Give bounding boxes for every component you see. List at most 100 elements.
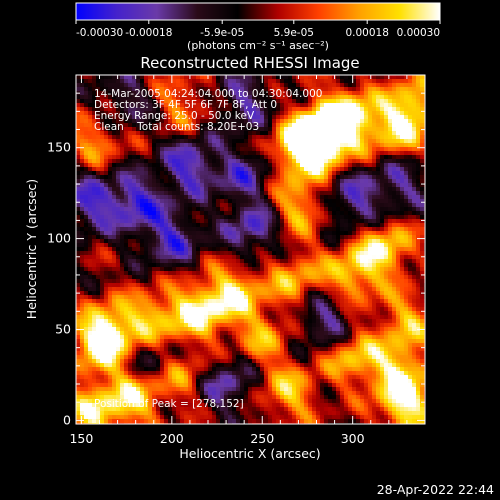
heatmap-cell (248, 207, 253, 212)
heatmap-cell (156, 79, 161, 84)
heatmap-cell (216, 183, 221, 188)
heatmap-cell (372, 295, 377, 300)
heatmap-cell (76, 143, 81, 148)
heatmap-cell (276, 163, 281, 168)
heatmap-cell (328, 111, 333, 116)
heatmap-cell (172, 99, 177, 104)
heatmap-cell (284, 147, 289, 152)
heatmap-cell (188, 123, 193, 128)
heatmap-cell (344, 199, 349, 204)
heatmap-cell (324, 139, 329, 144)
heatmap-cell (196, 263, 201, 268)
heatmap-cell (168, 203, 173, 208)
heatmap-cell (420, 215, 425, 220)
heatmap-cell (408, 231, 413, 236)
heatmap-cell (124, 143, 129, 148)
heatmap-cell (168, 287, 173, 292)
heatmap-cell (180, 83, 185, 88)
heatmap-cell (180, 171, 185, 176)
heatmap-cell (244, 139, 249, 144)
heatmap-cell (280, 115, 285, 120)
heatmap-cell (100, 199, 105, 204)
heatmap-cell (248, 215, 253, 220)
heatmap-cell (228, 123, 233, 128)
heatmap-cell (80, 235, 85, 240)
heatmap-cell (288, 91, 293, 96)
heatmap-cell (288, 155, 293, 160)
heatmap-cell (84, 255, 89, 260)
heatmap-cell (340, 191, 345, 196)
heatmap-cell (372, 99, 377, 104)
heatmap-cell (140, 83, 145, 88)
heatmap-cell (376, 139, 381, 144)
heatmap-cell (348, 163, 353, 168)
heatmap-cell (264, 111, 269, 116)
heatmap-cell (332, 131, 337, 136)
heatmap-cell (304, 251, 309, 256)
heatmap-cell (100, 111, 105, 116)
heatmap-cell (92, 267, 97, 272)
heatmap-cell (244, 75, 249, 80)
heatmap-cell (160, 183, 165, 188)
heatmap-cell (352, 271, 357, 276)
heatmap-cell (260, 131, 265, 136)
heatmap-cell (296, 107, 301, 112)
heatmap-cell (164, 95, 169, 100)
heatmap-cell (112, 227, 117, 232)
heatmap-cell (292, 135, 297, 140)
heatmap-cell (100, 119, 105, 124)
heatmap-cell (244, 299, 249, 304)
heatmap-cell (372, 271, 377, 276)
heatmap-cell (376, 107, 381, 112)
heatmap-cell (264, 283, 269, 288)
heatmap-cell (420, 147, 425, 152)
heatmap-cell (360, 99, 365, 104)
heatmap-cell (336, 115, 341, 120)
heatmap-cell (96, 271, 101, 276)
heatmap-cell (188, 219, 193, 224)
heatmap-cell (236, 123, 241, 128)
heatmap-cell (144, 215, 149, 220)
heatmap-cell (224, 123, 229, 128)
heatmap-cell (368, 267, 373, 272)
heatmap-cell (108, 195, 113, 200)
heatmap-cell (288, 255, 293, 260)
heatmap-cell (320, 243, 325, 248)
heatmap-cell (96, 171, 101, 176)
heatmap-cell (280, 171, 285, 176)
heatmap-cell (76, 271, 81, 276)
heatmap-cell (380, 143, 385, 148)
heatmap-cell (312, 291, 317, 296)
heatmap-cell (404, 143, 409, 148)
heatmap-cell (108, 299, 113, 304)
heatmap-cell (204, 155, 209, 160)
heatmap-cell (284, 287, 289, 292)
heatmap-cell (256, 159, 261, 164)
heatmap-cell (232, 123, 237, 128)
heatmap-cell (116, 139, 121, 144)
heatmap-cell (252, 159, 257, 164)
heatmap-cell (300, 203, 305, 208)
heatmap-cell (420, 143, 425, 148)
heatmap-cell (152, 243, 157, 248)
heatmap-cell (328, 291, 333, 296)
heatmap-cell (196, 111, 201, 116)
heatmap-cell (100, 203, 105, 208)
heatmap-cell (240, 95, 245, 100)
heatmap-cell (228, 155, 233, 160)
heatmap-cell (400, 279, 405, 284)
heatmap-cell (192, 135, 197, 140)
heatmap-cell (360, 183, 365, 188)
heatmap-cell (372, 171, 377, 176)
heatmap-cell (332, 91, 337, 96)
heatmap-cell (228, 79, 233, 84)
heatmap-cell (184, 267, 189, 272)
heatmap-cell (324, 127, 329, 132)
heatmap-cell (164, 175, 169, 180)
heatmap-cell (236, 127, 241, 132)
heatmap-cell (188, 159, 193, 164)
heatmap-cell (248, 275, 253, 280)
heatmap-cell (416, 163, 421, 168)
heatmap-cell (364, 83, 369, 88)
heatmap-cell (372, 259, 377, 264)
